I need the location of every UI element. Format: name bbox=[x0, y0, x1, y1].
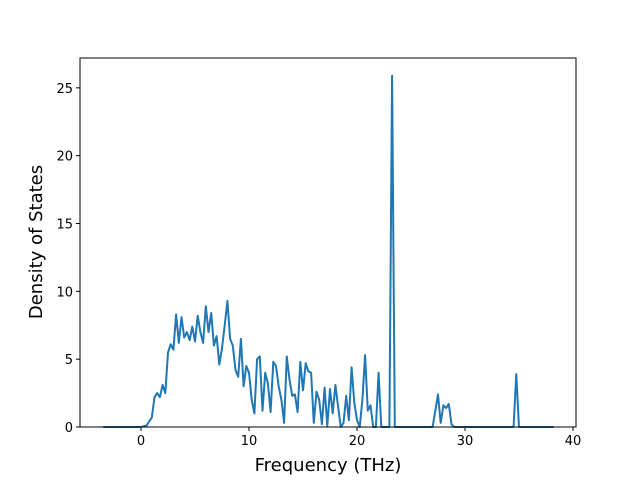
y-tick-label: 10 bbox=[56, 285, 73, 300]
x-tick-label: 30 bbox=[457, 434, 474, 449]
x-tick-label: 0 bbox=[137, 434, 145, 449]
x-tick-label: 40 bbox=[565, 434, 582, 449]
x-tick-label: 10 bbox=[241, 434, 258, 449]
plot-frame bbox=[79, 57, 577, 428]
x-axis-label: Frequency (THz) bbox=[255, 455, 402, 476]
line bbox=[103, 74, 554, 428]
y-tick-label: 20 bbox=[56, 150, 73, 165]
y-tick-label: 0 bbox=[65, 421, 73, 436]
x-tick-label: 20 bbox=[349, 434, 366, 449]
y-tick-label: 15 bbox=[56, 218, 73, 233]
y-tick-label: 5 bbox=[65, 353, 73, 368]
y-tick-label: 25 bbox=[56, 82, 73, 97]
y-axis-label: Density of States bbox=[26, 165, 47, 319]
